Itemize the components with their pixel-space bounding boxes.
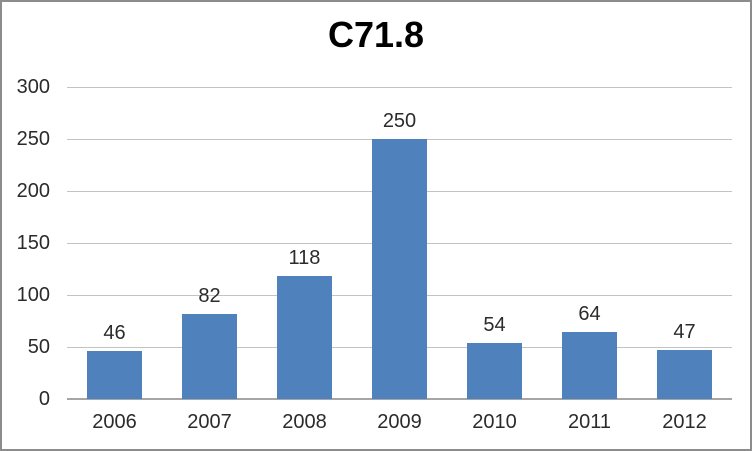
y-tick-label: 0 <box>38 388 50 410</box>
bar-value-label: 118 <box>288 247 321 270</box>
x-tick-label: 2012 <box>662 411 707 433</box>
bar <box>657 350 712 399</box>
y-tick-label: 50 <box>27 336 50 358</box>
bar <box>372 139 427 399</box>
bar <box>277 276 332 399</box>
gridline <box>67 87 732 88</box>
bar-value-label: 46 <box>103 322 126 345</box>
x-axis-line <box>67 398 732 400</box>
chart-title: C71.8 <box>327 14 425 55</box>
y-tick-label: 100 <box>16 284 50 306</box>
bar-value-label: 54 <box>483 313 506 336</box>
y-tick-label: 200 <box>16 180 50 202</box>
x-tick-label: 2011 <box>567 411 611 433</box>
y-tick-label: 250 <box>16 128 50 150</box>
bar-value-label: 82 <box>198 284 221 307</box>
y-tick-label: 150 <box>16 232 50 254</box>
x-tick-label: 2006 <box>92 411 137 433</box>
bar <box>467 342 522 399</box>
bar-value-label: 64 <box>578 303 601 326</box>
bar <box>87 351 142 399</box>
bar <box>562 332 617 399</box>
y-tick-label: 300 <box>16 76 50 98</box>
bar <box>182 313 237 399</box>
bar-value-label: 47 <box>673 321 696 344</box>
x-tick-label: 2007 <box>187 411 232 433</box>
x-tick-label: 2009 <box>377 411 422 433</box>
bar-value-label: 250 <box>382 110 417 132</box>
x-tick-label: 2010 <box>472 411 517 433</box>
x-tick-label: 2008 <box>282 411 327 433</box>
